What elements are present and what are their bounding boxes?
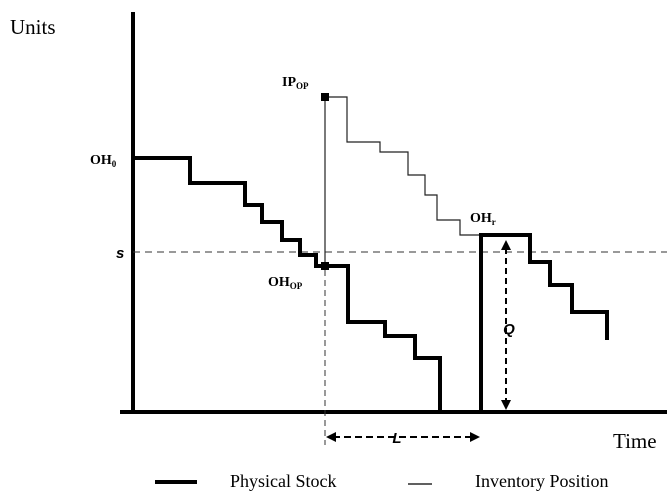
label-sub: OP [296, 81, 309, 91]
label-text: OH [470, 211, 492, 226]
physical-stock-line [133, 156, 442, 410]
reorder-label: s [116, 245, 124, 262]
y-axis-label: Units [10, 15, 56, 39]
quantity-label: Q [503, 321, 515, 338]
label-sub: 0 [112, 159, 117, 169]
arrow-head [470, 432, 480, 442]
marker [321, 262, 329, 270]
physical-stock-line [479, 233, 609, 412]
label-text: IP [282, 75, 296, 90]
label-sub: r [492, 217, 496, 227]
arrow-head [501, 240, 511, 250]
label-text: OH [90, 153, 112, 168]
point-label: IPOP [282, 75, 309, 91]
legend-label: Physical Stock [230, 471, 337, 491]
arrow-head [326, 432, 336, 442]
inventory-position-line [324, 96, 481, 266]
legend-label: Inventory Position [475, 471, 609, 491]
point-label: OH0 [90, 153, 117, 169]
point-label: OHOP [268, 275, 303, 291]
lead-time-label: L [392, 430, 401, 447]
marker [321, 93, 329, 101]
point-label: OHr [470, 211, 496, 227]
arrow-head [501, 400, 511, 410]
x-axis-label: Time [613, 429, 657, 453]
label-sub: OP [290, 281, 303, 291]
label-text: OH [268, 275, 290, 290]
